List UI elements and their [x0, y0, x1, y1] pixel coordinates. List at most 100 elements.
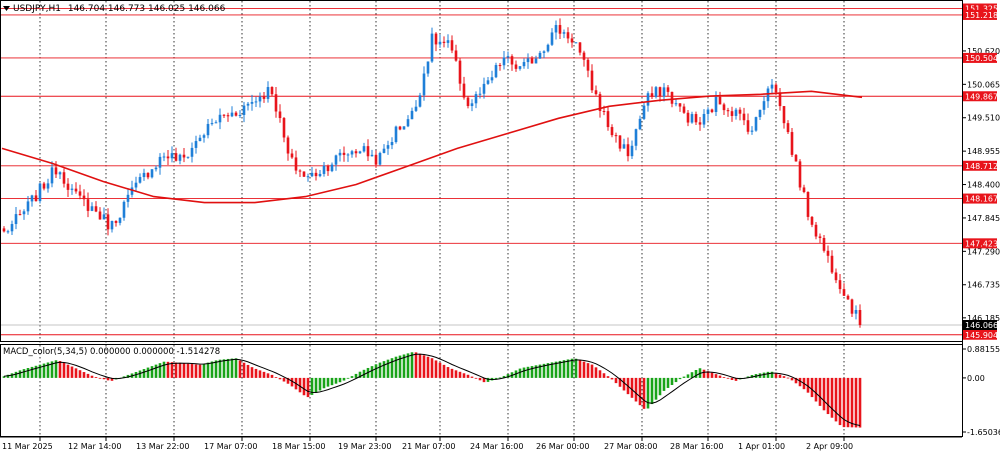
candle-body — [414, 106, 418, 111]
macd-bar — [370, 366, 374, 378]
macd-bar — [318, 377, 322, 391]
macd-bar — [530, 366, 534, 378]
candle-body — [662, 87, 666, 97]
candle-body — [110, 220, 114, 230]
time-label: 12 Mar 14:00 — [68, 442, 121, 451]
candle-body — [834, 272, 838, 281]
macd-histogram — [2, 352, 862, 428]
candle-body — [750, 130, 754, 132]
candle-body — [594, 90, 598, 95]
candle-body — [154, 167, 158, 170]
candle-body — [602, 111, 606, 113]
macd-bar — [142, 369, 146, 378]
candle-body — [498, 65, 502, 67]
macd-bar — [98, 377, 102, 379]
candle-body — [246, 103, 250, 106]
macd-bar — [858, 377, 862, 428]
macd-bar — [734, 377, 738, 381]
macd-bar — [374, 364, 378, 378]
candle-body — [74, 188, 78, 192]
candle-body — [298, 170, 302, 172]
macd-bar — [46, 362, 50, 378]
macd-bar — [650, 377, 654, 405]
candle-body — [550, 32, 554, 45]
candle-body — [306, 176, 310, 178]
macd-bar — [322, 377, 326, 389]
candle-body — [54, 167, 58, 175]
candle-body — [554, 25, 558, 33]
level-label: 150.504 — [965, 54, 998, 63]
macd-bar — [362, 369, 366, 378]
moving-average-line — [1, 90, 863, 204]
candle-body — [350, 151, 354, 155]
candle-body — [334, 155, 338, 165]
candle-body — [314, 172, 318, 177]
macd-bar — [726, 377, 730, 379]
candle-body — [142, 172, 146, 178]
candle-body — [686, 112, 690, 123]
candle-body — [474, 94, 478, 104]
candle-body — [522, 62, 526, 67]
macd-bar — [230, 358, 234, 378]
macd-bar — [86, 373, 90, 378]
macd-bar — [206, 362, 210, 378]
macd-bar — [786, 377, 790, 379]
macd-pane[interactable] — [0, 344, 963, 437]
macd-bar — [94, 377, 98, 378]
macd-bar — [618, 377, 622, 387]
triangle-down-icon[interactable] — [3, 6, 10, 11]
macd-bar — [278, 377, 282, 380]
macd-bar — [170, 362, 174, 378]
macd-bar — [714, 374, 718, 378]
candle-body — [266, 87, 270, 99]
macd-bar — [710, 372, 714, 378]
macd-bar — [246, 364, 250, 378]
macd-bar — [274, 377, 278, 378]
candle-body — [146, 172, 150, 178]
candle-body — [426, 61, 430, 74]
macd-tick-label: 0.00 — [967, 374, 985, 383]
candle-body — [310, 172, 314, 177]
candle-body — [818, 236, 822, 238]
macd-bar — [578, 360, 582, 378]
candle-body — [490, 77, 494, 81]
macd-bar — [406, 353, 410, 378]
price-tick-label: 148.955 — [967, 147, 1000, 156]
candle-body — [322, 165, 326, 174]
macd-bar — [606, 376, 610, 378]
macd-bar — [210, 361, 214, 378]
macd-bar — [602, 373, 606, 378]
candle-body — [178, 154, 182, 161]
price-candles — [2, 18, 862, 328]
macd-bar — [854, 377, 858, 428]
main-pane[interactable] — [0, 0, 963, 342]
macd-bar — [482, 377, 486, 383]
candle-body — [514, 64, 518, 69]
candle-body — [186, 156, 190, 158]
macd-bar — [402, 354, 406, 378]
candle-body — [506, 56, 510, 58]
macd-bar — [746, 376, 750, 378]
macd-bar — [122, 376, 126, 378]
candle-body — [542, 51, 546, 53]
candle-body — [330, 164, 334, 172]
macd-signal-line — [3, 353, 861, 426]
candle-body — [778, 92, 782, 107]
candle-body — [486, 80, 490, 84]
macd-bar — [706, 371, 710, 378]
candle-body — [582, 52, 586, 60]
macd-bar — [126, 374, 130, 378]
price-tick-label: 146.185 — [967, 314, 1000, 323]
candle-body — [646, 93, 650, 106]
candle-body — [586, 59, 590, 71]
candle-body — [502, 57, 506, 66]
candle-body — [238, 114, 242, 116]
candle-body — [674, 103, 678, 105]
macd-bar — [534, 365, 538, 378]
macd-bar — [194, 364, 198, 378]
macd-bar — [2, 376, 6, 378]
candle-body — [790, 132, 794, 155]
macd-bar — [846, 377, 850, 428]
candle-body — [566, 32, 570, 39]
